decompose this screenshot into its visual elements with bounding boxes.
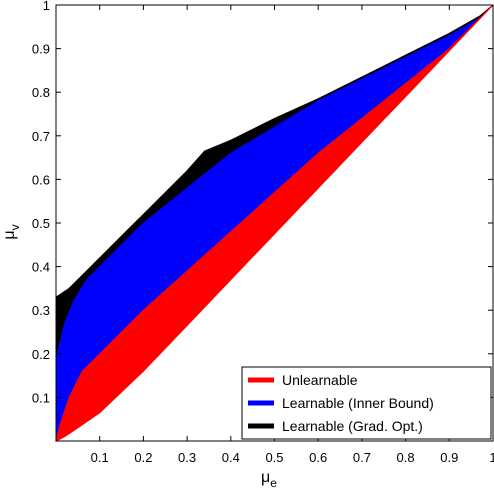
y-tick-label: 0.3 — [32, 303, 50, 318]
x-tick-label: 0.1 — [91, 450, 109, 465]
legend-label-inner-bound: Learnable (Inner Bound) — [282, 395, 434, 411]
x-axis-label-subscript: e — [270, 476, 277, 490]
x-axis-ticks: 0.1 0.2 0.3 0.4 0.5 0.6 0.7 0.8 0.9 1 — [91, 5, 494, 465]
x-tick-label: 0.2 — [134, 450, 152, 465]
y-tick-label: 0.7 — [32, 129, 50, 144]
y-tick-label: 0.9 — [32, 42, 50, 57]
legend-box — [241, 366, 492, 440]
y-tick-label: 0.4 — [32, 260, 50, 275]
y-tick-label: 0.2 — [32, 347, 50, 362]
y-axis-ticks: 0.1 0.2 0.3 0.4 0.5 0.6 0.7 0.8 0.9 1 — [32, 0, 493, 405]
y-tick-label: 0.8 — [32, 85, 50, 100]
legend: Unlearnable Learnable (Inner Bound) Lear… — [241, 366, 492, 440]
x-tick-label: 0.3 — [178, 450, 196, 465]
x-tick-label: 1 — [489, 450, 494, 465]
x-tick-label: 0.6 — [309, 450, 327, 465]
y-tick-label: 0.6 — [32, 172, 50, 187]
legend-label-unlearnable: Unlearnable — [282, 372, 358, 388]
y-axis-label-main: μ — [1, 230, 18, 239]
x-tick-label: 0.9 — [440, 450, 458, 465]
x-tick-label: 0.7 — [353, 450, 371, 465]
x-tick-label: 0.4 — [222, 450, 240, 465]
x-axis-label: μe — [261, 469, 277, 490]
region-unlearnable — [55, 4, 494, 442]
x-tick-label: 0.5 — [265, 450, 283, 465]
y-axis-label-subscript: v — [8, 224, 22, 230]
plot-regions — [55, 4, 494, 442]
legend-label-grad-opt: Learnable (Grad. Opt.) — [282, 418, 423, 434]
y-tick-label: 1 — [43, 0, 50, 13]
x-tick-label: 0.8 — [397, 450, 415, 465]
y-tick-label: 0.5 — [32, 216, 50, 231]
y-tick-label: 0.1 — [32, 390, 50, 405]
y-axis-label: μv — [1, 224, 22, 239]
x-axis-label-main: μ — [261, 469, 270, 486]
